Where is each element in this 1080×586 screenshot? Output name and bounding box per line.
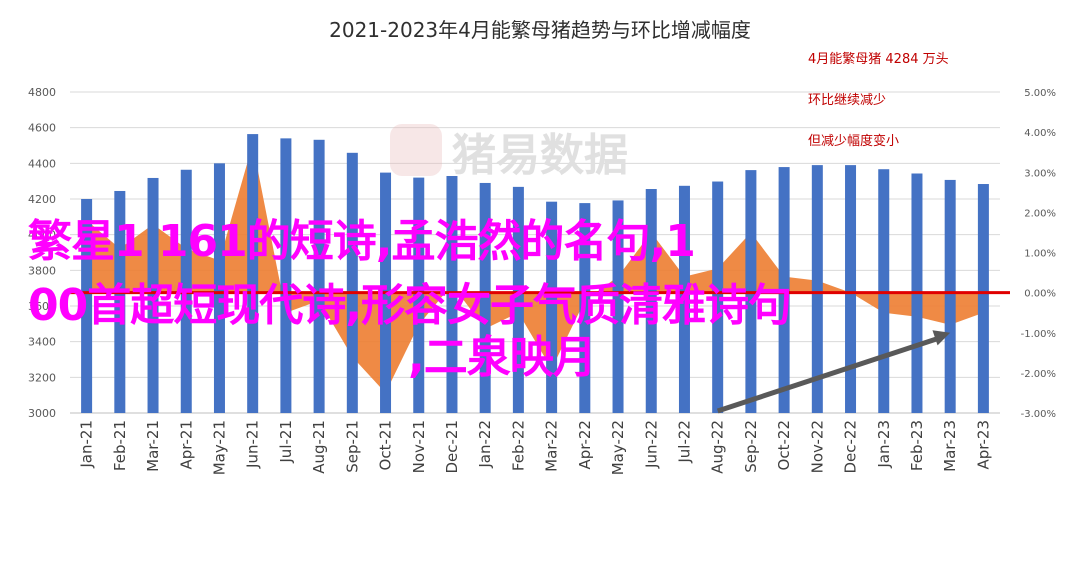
x-tick-label: Mar-21 — [144, 420, 162, 472]
bar — [147, 177, 159, 413]
y2-tick-label: 1.00% — [1024, 249, 1056, 260]
y-tick-label: 4200 — [28, 193, 56, 206]
bar — [977, 184, 989, 413]
y-tick-label: 3400 — [28, 336, 56, 349]
bar — [213, 163, 225, 413]
overlay-text-line-2: 00首超短现代诗,形容女子气质清雅诗句 — [28, 280, 792, 331]
y2-tick-label: 0.00% — [1024, 289, 1056, 300]
x-tick-label: Aug-22 — [709, 420, 727, 474]
bar — [579, 203, 591, 413]
bar — [845, 165, 857, 413]
x-tick-label: Apr-23 — [974, 420, 992, 470]
bar — [346, 152, 358, 414]
x-tick-label: Jan-22 — [476, 420, 494, 469]
watermark-logo — [390, 124, 442, 176]
y2-tick-label: -3.00% — [1021, 409, 1056, 420]
x-tick-label: Jan-21 — [78, 420, 96, 469]
x-tick-label: May-21 — [210, 420, 228, 475]
trend-arrow — [716, 330, 951, 414]
x-axis-ticks: Jan-21 Feb-21 Mar-21 Apr-21 May-21 Jun-21 Jul-… — [78, 420, 993, 475]
x-tick-label: Jan-23 — [875, 420, 893, 469]
overlay-text-line-3: ,二泉映月 — [408, 332, 597, 383]
x-tick-label: Feb-22 — [509, 420, 527, 471]
x-tick-label: Oct-21 — [377, 420, 395, 470]
bar — [645, 189, 657, 413]
y-tick-label: 3800 — [28, 264, 56, 277]
bar — [712, 181, 724, 413]
y-tick-label: 4000 — [28, 229, 56, 242]
bar — [678, 185, 690, 413]
x-tick-label: Dec-21 — [443, 420, 461, 474]
x-tick-label: Apr-22 — [576, 420, 594, 470]
x-tick-label: Oct-22 — [775, 420, 793, 470]
annotation-sows-count: 4月能繁母猪 4284 万头 — [808, 52, 949, 67]
area-fill — [86, 144, 984, 393]
bar — [446, 175, 458, 413]
y-tick-label: 4400 — [28, 157, 56, 170]
y2-tick-label: 3.00% — [1024, 168, 1056, 179]
x-tick-label: Feb-23 — [908, 420, 926, 471]
arrow-shaft — [716, 335, 941, 414]
annotation-continue-decrease: 环比继续减少 — [808, 93, 887, 108]
y-tick-label: 3600 — [28, 300, 56, 313]
y-tick-label: 3000 — [28, 407, 56, 420]
bar — [778, 167, 790, 413]
y2-tick-label: -1.00% — [1021, 329, 1056, 340]
bar — [114, 190, 126, 413]
x-tick-label: Jun-22 — [642, 420, 660, 469]
x-tick-label: Apr-21 — [177, 420, 195, 470]
bar — [313, 139, 325, 413]
gridlines — [70, 91, 1000, 414]
watermark-text: 猪易数据 — [452, 130, 628, 181]
annotation-decrease-smaller: 但减少幅度变小 — [808, 134, 900, 149]
bar — [81, 199, 93, 413]
overlay-text-line-1: 繁星1 161的短诗,孟浩然的名句,1 — [28, 216, 696, 267]
bar — [811, 165, 823, 413]
x-tick-label: Nov-21 — [410, 420, 428, 473]
right-axis-ticks: 5.00% 4.00% 3.00% 2.00% 1.00% 0.00% -1.00% -2.0… — [1021, 88, 1056, 420]
y-tick-label: 4800 — [28, 86, 56, 99]
bar — [280, 138, 292, 413]
x-tick-label: Sep-22 — [742, 420, 760, 473]
watermark: 猪易数据 — [390, 124, 628, 181]
x-tick-label: Dec-22 — [842, 420, 860, 474]
left-axis-ticks: 3000 3200 3400 3600 3800 4000 4200 4400 4600 4800 — [28, 86, 56, 420]
x-tick-label: Sep-21 — [343, 420, 361, 473]
bar — [944, 179, 956, 413]
bar — [413, 177, 425, 413]
x-tick-label: May-22 — [609, 420, 627, 475]
x-tick-label: Jul-22 — [675, 420, 693, 464]
x-tick-label: Feb-21 — [111, 420, 129, 471]
y2-tick-label: 2.00% — [1024, 208, 1056, 219]
x-tick-label: Aug-21 — [310, 420, 328, 474]
y2-tick-label: 5.00% — [1024, 88, 1056, 99]
arrow-head — [932, 330, 951, 346]
bar — [612, 200, 624, 413]
x-tick-label: Mar-23 — [941, 420, 959, 472]
bar — [878, 169, 890, 413]
x-tick-label: Mar-22 — [543, 420, 561, 472]
bar — [546, 201, 558, 413]
y2-tick-label: 4.00% — [1024, 128, 1056, 139]
x-tick-label: Jun-21 — [244, 420, 262, 469]
bar — [247, 134, 259, 413]
y2-tick-label: -2.00% — [1021, 369, 1056, 380]
y-tick-label: 4600 — [28, 122, 56, 135]
bar — [512, 186, 524, 413]
y-tick-label: 3200 — [28, 371, 56, 384]
bar — [479, 182, 491, 413]
x-tick-label: Nov-22 — [808, 420, 826, 473]
x-tick-label: Jul-21 — [277, 420, 295, 464]
chart-title: 2021-2023年4月能繁母猪趋势与环比增减幅度 — [329, 18, 751, 42]
area-series — [86, 144, 984, 393]
